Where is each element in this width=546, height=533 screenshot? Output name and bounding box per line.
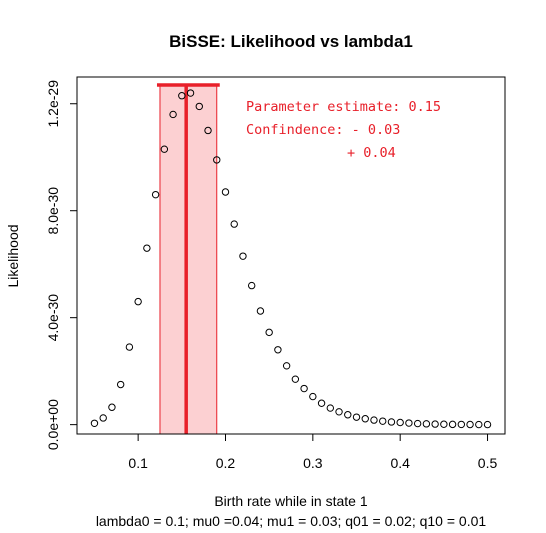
confidence-upper-annotation: + 0.04 xyxy=(347,145,396,161)
x-tick-label: 0.1 xyxy=(128,455,148,471)
data-point xyxy=(361,415,369,423)
confidence-annotation: Confindence: - 0.03 xyxy=(246,122,400,138)
x-tick-label: 0.3 xyxy=(303,455,323,471)
data-point xyxy=(413,419,422,428)
data-point xyxy=(230,220,238,228)
data-point xyxy=(352,413,361,421)
data-point xyxy=(344,411,352,419)
data-point xyxy=(282,362,291,370)
x-tick-label: 0.2 xyxy=(216,455,236,471)
data-point xyxy=(317,399,326,407)
data-point xyxy=(309,392,317,401)
x-axis-label: Birth rate while in state 1 xyxy=(214,493,368,509)
data-point xyxy=(151,190,160,199)
data-point xyxy=(265,328,273,337)
data-point xyxy=(448,420,457,429)
y-tick-label: 8.0e-30 xyxy=(45,187,61,235)
data-point xyxy=(326,404,335,412)
data-point xyxy=(213,156,221,164)
data-point xyxy=(405,419,413,427)
data-point xyxy=(483,420,492,429)
data-point xyxy=(108,403,116,411)
data-point xyxy=(221,188,230,196)
data-point xyxy=(125,343,134,351)
data-point xyxy=(204,126,212,135)
data-point xyxy=(300,384,308,393)
estimate-annotation: Parameter estimate: 0.15 xyxy=(246,99,441,115)
data-point xyxy=(291,375,300,383)
data-point xyxy=(370,416,378,424)
data-point xyxy=(431,420,439,428)
data-point xyxy=(256,307,265,315)
x-axis-sublabel: lambda0 = 0.1; mu0 =0.04; mu1 = 0.03; q0… xyxy=(96,513,487,529)
data-point xyxy=(143,244,151,252)
confidence-band xyxy=(159,84,218,435)
data-point xyxy=(475,420,483,429)
chart-title: BiSSE: Likelihood vs lambda1 xyxy=(169,32,413,51)
data-point xyxy=(247,281,256,290)
data-point xyxy=(239,252,247,260)
y-tick-label: 1.2e-29 xyxy=(45,80,61,128)
y-tick-label: 0.0e+00 xyxy=(45,399,61,450)
data-point xyxy=(116,380,125,389)
data-point xyxy=(186,89,195,97)
data-point xyxy=(335,408,343,416)
data-point xyxy=(422,420,431,428)
data-point xyxy=(178,92,186,100)
data-point xyxy=(134,297,142,306)
data-point xyxy=(160,145,169,153)
x-tick-label: 0.5 xyxy=(478,455,498,471)
x-tick-label: 0.4 xyxy=(390,455,410,471)
y-axis: 0.0e+00 4.0e-30 8.0e-30 1.2e-29 xyxy=(45,80,78,450)
points-layer xyxy=(90,89,492,429)
data-point xyxy=(466,420,474,429)
data-point xyxy=(440,420,448,428)
data-point xyxy=(379,417,387,425)
data-point xyxy=(396,418,404,427)
confidence-band-layer xyxy=(156,83,220,435)
data-point xyxy=(90,419,99,428)
data-point xyxy=(195,102,203,111)
y-axis-label: Likelihood xyxy=(5,224,21,287)
data-point xyxy=(99,414,107,422)
data-point xyxy=(457,420,466,429)
y-tick-label: 4.0e-30 xyxy=(45,294,61,342)
x-axis: 0.1 0.2 0.3 0.4 0.5 xyxy=(128,433,498,471)
data-point xyxy=(387,418,396,426)
data-point xyxy=(274,346,282,354)
data-point xyxy=(169,110,177,119)
